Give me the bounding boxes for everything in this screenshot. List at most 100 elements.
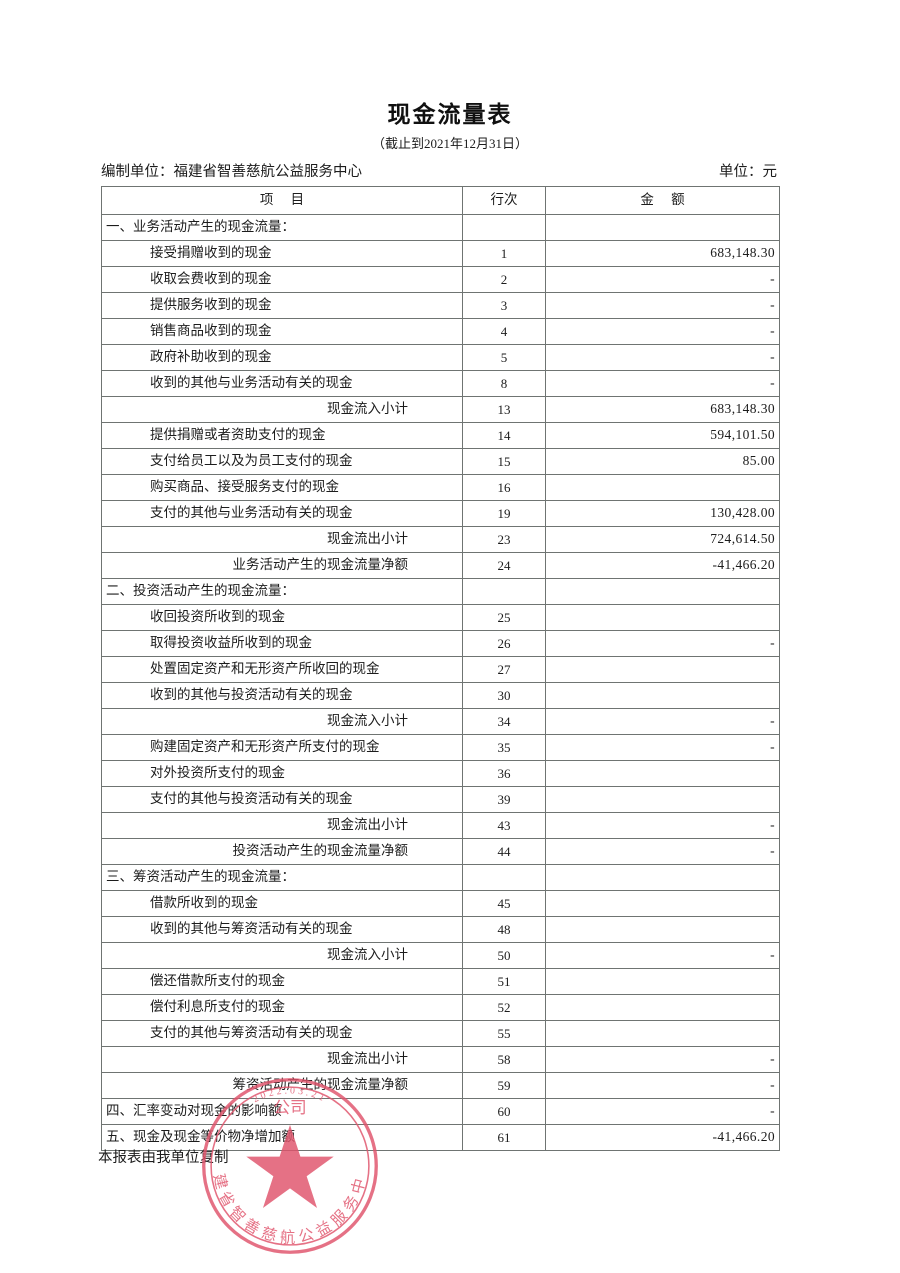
row-amount-value xyxy=(545,890,780,917)
row-item-label: 销售商品收到的现金 xyxy=(101,318,463,345)
row-amount-value: - xyxy=(545,318,780,345)
table-row: 四、汇率变动对现金的影响额 60- xyxy=(101,1098,780,1125)
row-item-label: 一、业务活动产生的现金流量： xyxy=(101,214,463,241)
row-line-number: 2 xyxy=(462,266,546,293)
row-line-number: 48 xyxy=(462,916,546,943)
column-header-amount: 金 额 xyxy=(545,186,780,215)
row-item-label: 偿还借款所支付的现金 xyxy=(101,968,463,995)
row-amount-value xyxy=(545,760,780,787)
footer-note: 本报表由我单位复制 xyxy=(98,1150,229,1166)
table-row: 一、业务活动产生的现金流量： xyxy=(101,214,780,241)
row-amount-value xyxy=(545,214,780,241)
row-line-number: 27 xyxy=(462,656,546,683)
row-amount-value: - xyxy=(545,370,780,397)
row-amount-value: - xyxy=(545,292,780,319)
report-meta-row: 编制单位：福建省智善慈航公益服务中心 单位：元 xyxy=(101,160,779,181)
row-item-label: 借款所收到的现金 xyxy=(101,890,463,917)
table-row: 投资活动产生的现金流量净额 44- xyxy=(101,838,780,865)
table-header-row: 项 目 行次 金 额 xyxy=(101,186,780,215)
row-line-number: 8 xyxy=(462,370,546,397)
table-row: 借款所收到的现金 45 xyxy=(101,890,780,917)
preparer-unit-label: 编制单位：福建省智善慈航公益服务中心 xyxy=(101,164,362,180)
row-line-number xyxy=(462,578,546,605)
row-amount-value xyxy=(545,864,780,891)
table-row: 现金流入小计 13 683,148.30 xyxy=(101,396,780,423)
row-line-number: 23 xyxy=(462,526,546,553)
table-row: 政府补助收到的现金 5- xyxy=(101,344,780,371)
row-item-label: 收回投资所收到的现金 xyxy=(101,604,463,631)
row-item-label: 收取会费收到的现金 xyxy=(101,266,463,293)
row-line-number: 24 xyxy=(462,552,546,579)
table-row: 现金流入小计 34- xyxy=(101,708,780,735)
row-line-number: 3 xyxy=(462,292,546,319)
row-line-number: 16 xyxy=(462,474,546,501)
table-row: 偿付利息所支付的现金 52 xyxy=(101,994,780,1021)
row-item-label: 收到的其他与投资活动有关的现金 xyxy=(101,682,463,709)
table-row: 取得投资收益所收到的现金 26- xyxy=(101,630,780,657)
row-item-label: 现金流入小计 xyxy=(101,396,463,423)
row-line-number: 51 xyxy=(462,968,546,995)
row-item-label: 收到的其他与业务活动有关的现金 xyxy=(101,370,463,397)
row-item-label: 二、投资活动产生的现金流量： xyxy=(101,578,463,605)
table-row: 收到的其他与投资活动有关的现金 30 xyxy=(101,682,780,709)
row-amount-value: 683,148.30 xyxy=(545,240,780,267)
row-amount-value xyxy=(545,474,780,501)
row-amount-value xyxy=(545,994,780,1021)
row-line-number: 61 xyxy=(462,1124,546,1151)
row-amount-value: - xyxy=(545,942,780,969)
row-line-number: 43 xyxy=(462,812,546,839)
table-row: 偿还借款所支付的现金 51 xyxy=(101,968,780,995)
cash-flow-statement-table: 项 目 行次 金 额 一、业务活动产生的现金流量： 接受捐赠收到的现金 1 683,1… xyxy=(101,186,780,1151)
row-line-number: 45 xyxy=(462,890,546,917)
row-amount-value: -41,466.20 xyxy=(545,552,780,579)
row-item-label: 三、筹资活动产生的现金流量： xyxy=(101,864,463,891)
row-amount-value: - xyxy=(545,266,780,293)
row-line-number: 26 xyxy=(462,630,546,657)
row-item-label: 支付的其他与业务活动有关的现金 xyxy=(101,500,463,527)
row-amount-value: - xyxy=(545,344,780,371)
table-row: 购建固定资产和无形资产所支付的现金 35- xyxy=(101,734,780,761)
column-header-line-no: 行次 xyxy=(462,186,546,215)
row-amount-value: - xyxy=(545,838,780,865)
row-amount-value xyxy=(545,916,780,943)
row-amount-value xyxy=(545,656,780,683)
table-row: 收取会费收到的现金 2- xyxy=(101,266,780,293)
row-amount-value: - xyxy=(545,734,780,761)
table-row: 二、投资活动产生的现金流量： xyxy=(101,578,780,605)
row-line-number: 34 xyxy=(462,708,546,735)
row-item-label: 偿付利息所支付的现金 xyxy=(101,994,463,1021)
row-amount-value: 130,428.00 xyxy=(545,500,780,527)
table-row: 现金流入小计 50- xyxy=(101,942,780,969)
row-line-number: 39 xyxy=(462,786,546,813)
table-row: 三、筹资活动产生的现金流量： xyxy=(101,864,780,891)
table-row: 对外投资所支付的现金 36 xyxy=(101,760,780,787)
row-item-label: 现金流出小计 xyxy=(101,526,463,553)
column-header-item: 项 目 xyxy=(101,186,463,215)
table-row: 支付的其他与业务活动有关的现金 19 130,428.00 xyxy=(101,500,780,527)
row-line-number: 13 xyxy=(462,396,546,423)
page-title: 现金流量表 xyxy=(387,102,513,127)
currency-unit-label: 单位：元 xyxy=(719,164,777,180)
row-item-label: 对外投资所支付的现金 xyxy=(101,760,463,787)
row-line-number: 58 xyxy=(462,1046,546,1073)
row-item-label: 收到的其他与筹资活动有关的现金 xyxy=(101,916,463,943)
table-row: 现金流出小计 23 724,614.50 xyxy=(101,526,780,553)
row-line-number: 15 xyxy=(462,448,546,475)
row-amount-value: - xyxy=(545,708,780,735)
row-item-label: 提供服务收到的现金 xyxy=(101,292,463,319)
row-line-number: 35 xyxy=(462,734,546,761)
row-item-label: 政府补助收到的现金 xyxy=(101,344,463,371)
row-line-number xyxy=(462,864,546,891)
row-amount-value: - xyxy=(545,812,780,839)
row-item-label: 处置固定资产和无形资产所收回的现金 xyxy=(101,656,463,683)
table-row: 业务活动产生的现金流量净额 24 -41,466.20 xyxy=(101,552,780,579)
row-item-label: 现金流出小计 xyxy=(101,812,463,839)
row-item-label: 提供捐赠或者资助支付的现金 xyxy=(101,422,463,449)
table-row: 处置固定资产和无形资产所收回的现金 27 xyxy=(101,656,780,683)
row-item-label: 投资活动产生的现金流量净额 xyxy=(101,838,463,865)
table-row: 支付给员工以及为员工支付的现金 15 85.00 xyxy=(101,448,780,475)
row-line-number: 59 xyxy=(462,1072,546,1099)
row-line-number: 60 xyxy=(462,1098,546,1125)
table-row: 支付的其他与筹资活动有关的现金 55 xyxy=(101,1020,780,1047)
